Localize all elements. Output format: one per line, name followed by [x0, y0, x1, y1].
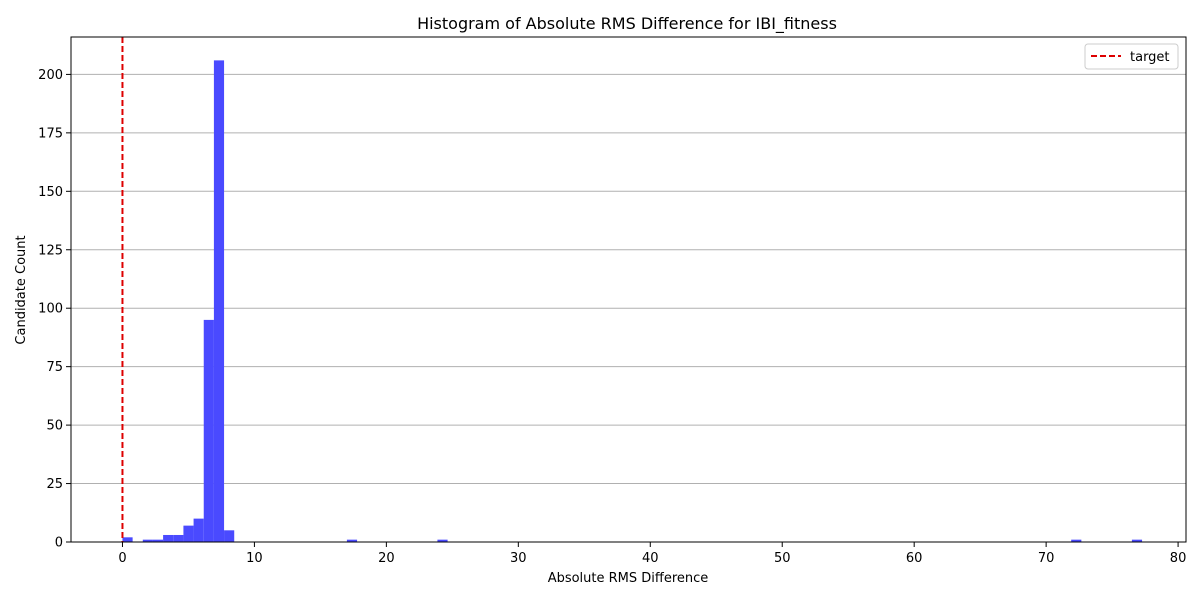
histogram-bar-3: [163, 534, 174, 542]
y-tick-label-1: 25: [46, 477, 63, 492]
y-axis-label: Candidate Count: [14, 235, 29, 344]
x-axis-label: Absolute RMS Difference: [548, 571, 709, 586]
bars: [122, 60, 1143, 542]
y-tick-label-5: 125: [38, 243, 63, 258]
plot-frame: [70, 36, 1187, 543]
histogram-bar-11: [437, 539, 448, 542]
gridlines: [71, 73, 1186, 543]
y-tick-label-2: 50: [46, 419, 63, 434]
histogram-bar-1: [142, 539, 153, 542]
y-tick-label-3: 75: [46, 360, 63, 375]
histogram-bar-6: [193, 518, 204, 542]
legend: target: [1084, 43, 1179, 70]
histogram-bar-13: [1131, 539, 1143, 542]
legend-box: [1084, 43, 1179, 70]
y-tick-label-6: 150: [38, 185, 63, 200]
x-tick-label-8: 80: [1170, 551, 1187, 566]
y-tick-label-7: 175: [38, 126, 63, 141]
y-tick-label-4: 100: [38, 302, 63, 317]
y-axis: 0 25 50 75 100 125 150 175 200: [38, 68, 71, 551]
x-tick-label-1: 10: [246, 551, 263, 566]
x-tick-label-4: 40: [642, 551, 659, 566]
x-tick-label-7: 70: [1038, 551, 1055, 566]
x-axis: 0 10 20 30 40 50 60 70 80: [118, 542, 1186, 566]
x-tick-label-5: 50: [774, 551, 791, 566]
histogram-bar-10: [346, 539, 358, 542]
histogram-bar-8: [213, 60, 225, 542]
y-tick-label-0: 0: [55, 536, 63, 551]
chart-title: Histogram of Absolute RMS Difference for…: [417, 14, 837, 34]
histogram-bar-0: [122, 537, 133, 542]
histogram-bar-4: [173, 534, 184, 542]
y-tick-label-8: 200: [38, 68, 63, 83]
x-tick-label-6: 60: [906, 551, 923, 566]
x-tick-label-0: 0: [118, 551, 126, 566]
histogram-bar-7: [203, 319, 214, 542]
histogram-bar-12: [1071, 539, 1082, 542]
x-tick-label-3: 30: [510, 551, 527, 566]
legend-target-label: target: [1130, 50, 1170, 65]
x-tick-label-2: 20: [378, 551, 395, 566]
histogram-bar-2: [152, 539, 164, 542]
histogram-bar-9: [224, 530, 235, 542]
histogram-bar-5: [183, 525, 194, 542]
